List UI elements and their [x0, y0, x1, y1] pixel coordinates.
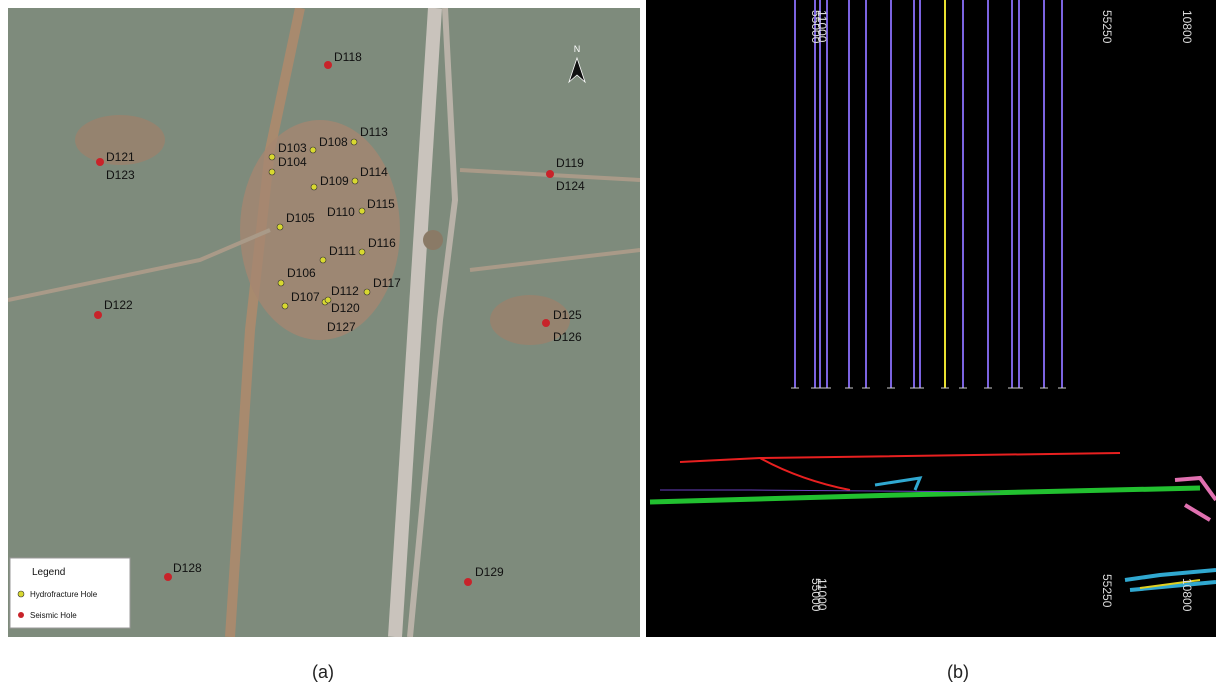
- hole-label: D126: [553, 330, 582, 344]
- hole-label: D105: [286, 211, 315, 225]
- hole-label: D118: [334, 50, 362, 64]
- hole-marker: [359, 249, 365, 255]
- hole-marker: [464, 578, 472, 586]
- hole-marker: [351, 139, 357, 145]
- hole-label: D127: [327, 320, 356, 334]
- hole-marker: [278, 280, 284, 286]
- hole-label: D119: [556, 156, 584, 170]
- hole-label: D116: [368, 236, 396, 250]
- hole-label: D124: [556, 179, 585, 193]
- legend-title: Legend: [32, 567, 65, 578]
- hole-marker: [546, 170, 554, 178]
- hole-label: D129: [475, 565, 504, 579]
- hole-marker: [359, 208, 365, 214]
- hole-marker: [364, 289, 370, 295]
- axis-label: 55250: [1100, 10, 1114, 44]
- hole-marker: [324, 61, 332, 69]
- figure: N D103D104 D105 D106 D107 D108 D109 D110 D111 D1…: [0, 0, 1216, 693]
- hole-marker: [94, 311, 102, 319]
- hole-marker: [269, 154, 275, 160]
- 3d-view: [646, 0, 1216, 637]
- hole-label: D106: [287, 266, 316, 280]
- hole-marker: [282, 303, 288, 309]
- hole-marker: [277, 224, 283, 230]
- hole-marker: [352, 178, 358, 184]
- legend-swatch: [18, 591, 24, 597]
- hole-label: D125: [553, 308, 582, 322]
- hole-label: D122: [104, 298, 133, 312]
- legend-label: Seismic Hole: [30, 611, 77, 620]
- hole-label: D113: [360, 125, 388, 139]
- hole-label: D108: [319, 135, 348, 149]
- hole-label: D111: [329, 244, 356, 258]
- hole-label: D107: [291, 290, 320, 304]
- axis-label: 11000: [815, 578, 829, 611]
- legend-swatch: [18, 612, 24, 618]
- axis-label: 10800: [1180, 578, 1194, 612]
- hole-marker: [542, 319, 550, 327]
- hole-label: D112: [331, 284, 359, 298]
- hole-label: D128: [173, 561, 202, 575]
- hole-label: D123: [106, 168, 135, 182]
- hole-marker: [310, 147, 316, 153]
- hole-label: D115: [367, 197, 395, 211]
- hole-label: D120: [331, 301, 360, 315]
- hole-label: D110: [327, 205, 355, 219]
- hole-marker: [164, 573, 172, 581]
- hole-marker: [96, 158, 104, 166]
- axis-label: 11000: [815, 10, 829, 43]
- hole-marker: [311, 184, 317, 190]
- hole-label: D104: [278, 155, 307, 169]
- hole-label: D121: [106, 150, 135, 164]
- legend-label: Hydrofracture Hole: [30, 590, 98, 599]
- legend: Legend Hydrofracture Hole Seismic Hole: [10, 558, 130, 628]
- hole-label: D103: [278, 141, 307, 155]
- caption: (a): [312, 662, 334, 682]
- axis-label: 55250: [1100, 574, 1114, 608]
- hole-label: D117: [373, 276, 401, 290]
- hole-label: D114: [360, 165, 388, 179]
- north-label: N: [574, 44, 581, 54]
- caption: (b): [947, 662, 969, 682]
- page: {"panel_a": { "north": "N", "hydrofractu…: [0, 0, 1216, 693]
- hole-marker: [269, 169, 275, 175]
- hole-label: D109: [320, 174, 349, 188]
- axis-label: 10800: [1180, 10, 1194, 44]
- hole-marker: [320, 257, 326, 263]
